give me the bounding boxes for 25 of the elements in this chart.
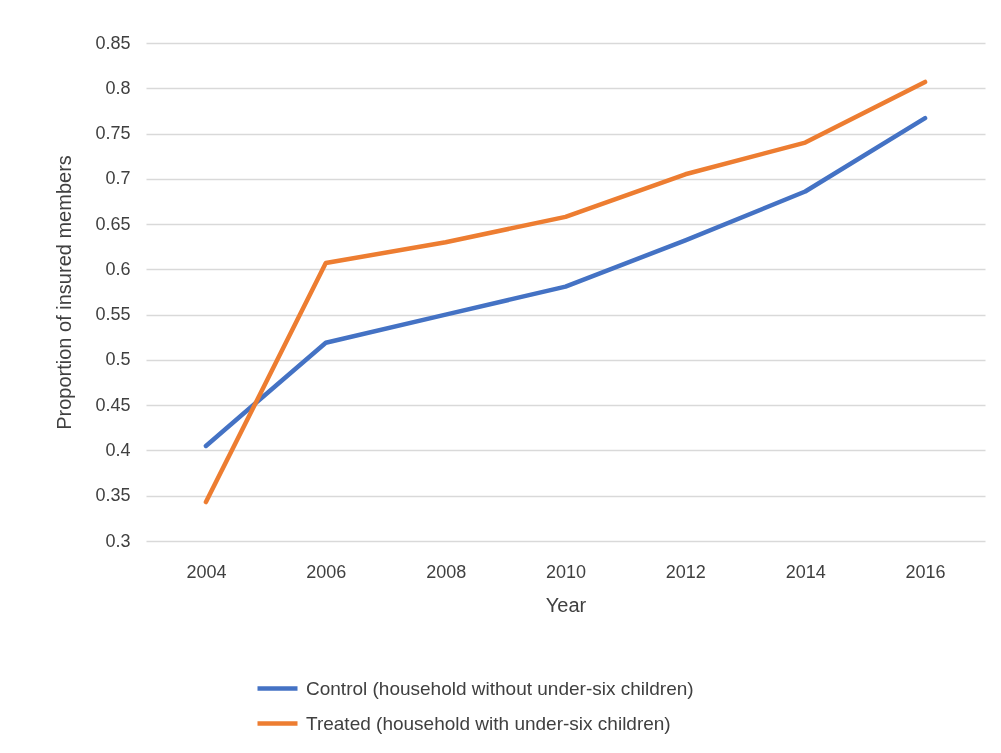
x-tick-label: 2008 — [426, 561, 467, 582]
y-tick-label: 0.6 — [105, 258, 131, 279]
y-tick-label: 0.75 — [95, 123, 131, 144]
y-tick-label: 0.5 — [105, 349, 131, 370]
y-tick-label: 0.4 — [105, 439, 131, 460]
x-tick-label: 2010 — [545, 561, 587, 582]
x-tick-label: 2016 — [905, 561, 946, 582]
line-series — [203, 79, 928, 505]
legend-label: Control (household without under-six children) — [306, 677, 694, 699]
x-tick-label: 2006 — [306, 561, 347, 582]
line-series — [203, 115, 928, 449]
legend-label: Treated (household with under-six children) — [306, 712, 671, 734]
y-tick-label: 0.85 — [95, 32, 131, 53]
x-axis-title: Year — [545, 593, 587, 616]
x-tick-label: 2012 — [665, 561, 706, 582]
x-tick-label: 2014 — [785, 561, 826, 582]
y-tick-label: 0.8 — [105, 77, 131, 98]
y-tick-label: 0.65 — [95, 213, 131, 234]
y-tick-label: 0.3 — [105, 530, 131, 551]
y-tick-label: 0.7 — [105, 168, 131, 189]
x-tick-label: 2004 — [186, 561, 227, 582]
y-tick-label: 0.55 — [95, 304, 131, 325]
y-axis-title: Proportion of insured members — [53, 155, 76, 430]
y-tick-label: 0.45 — [95, 394, 131, 415]
y-tick-label: 0.35 — [95, 485, 131, 506]
